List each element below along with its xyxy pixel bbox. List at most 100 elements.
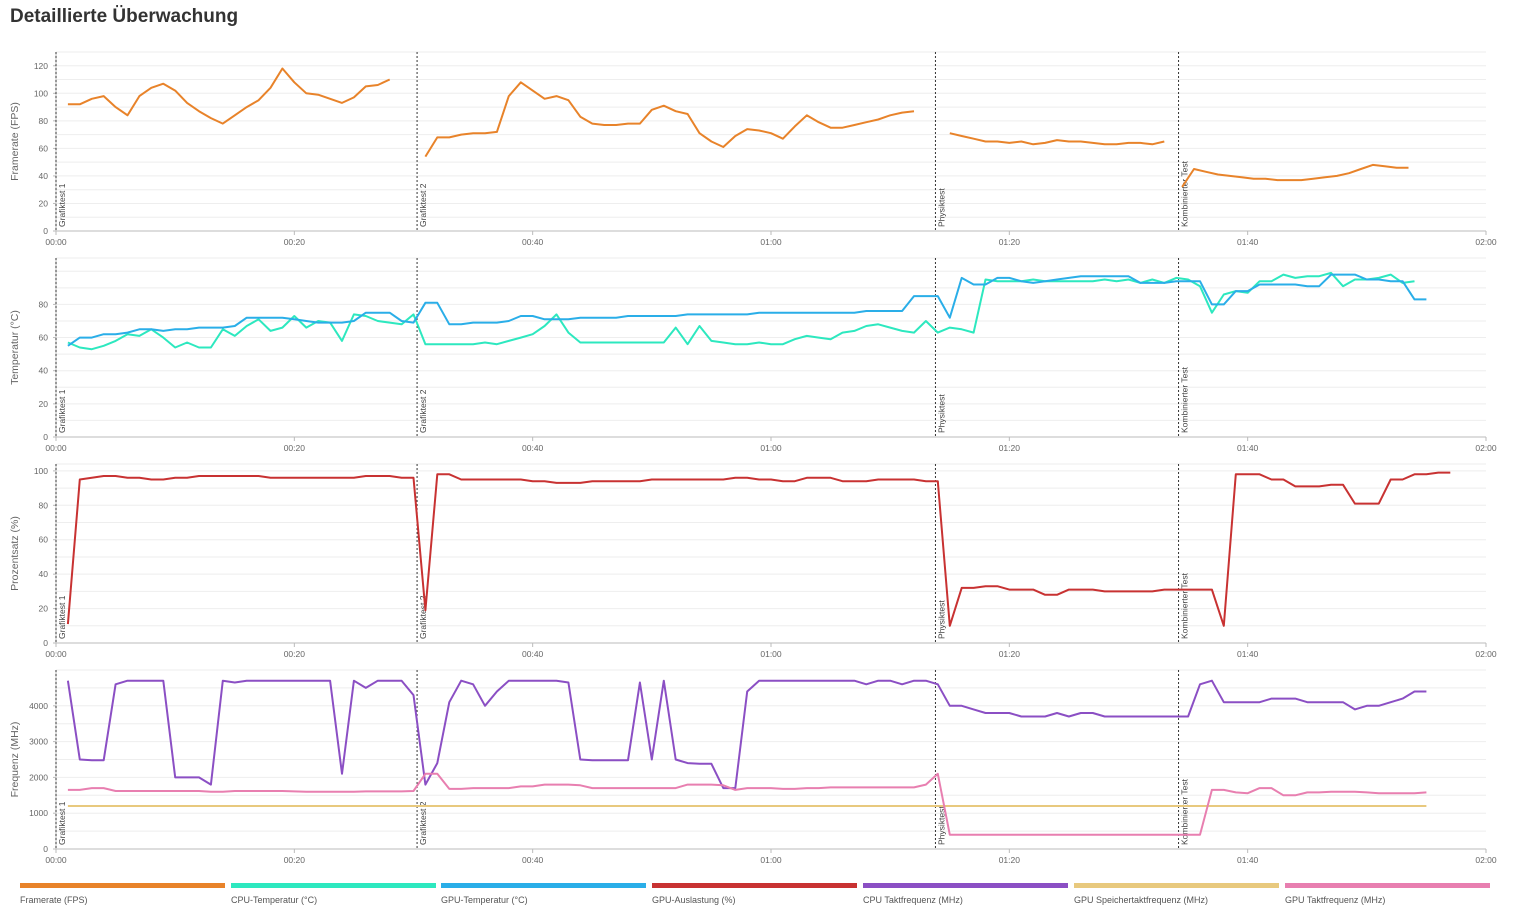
y-tick-label: 40 — [39, 366, 49, 376]
x-tick-label: 01:00 — [760, 649, 782, 659]
series-line — [67, 273, 1427, 347]
x-tick-label: 02:00 — [1475, 237, 1497, 247]
x-tick-label: 00:40 — [522, 855, 544, 865]
x-tick-label: 00:20 — [284, 649, 306, 659]
y-tick-label: 3000 — [29, 737, 48, 747]
legend-label: CPU Taktfrequenz (MHz) — [863, 895, 963, 905]
x-tick-label: 01:00 — [760, 443, 782, 453]
legend-label: Framerate (FPS) — [20, 895, 88, 905]
y-tick-label: 100 — [34, 88, 48, 98]
x-tick-label: 00:00 — [45, 237, 67, 247]
marker-label: Grafiktest 1 — [57, 595, 67, 639]
legend-label: GPU Speichertaktfrequenz (MHz) — [1074, 895, 1208, 905]
y-tick-label: 20 — [39, 604, 49, 614]
series-line — [66, 471, 1451, 627]
y-tick-label: 80 — [39, 299, 49, 309]
series-line — [424, 81, 915, 158]
x-tick-label: 01:00 — [760, 855, 782, 865]
marker-label: Grafiktest 1 — [57, 183, 67, 227]
x-tick-label: 01:40 — [1237, 443, 1259, 453]
x-tick-label: 00:20 — [284, 237, 306, 247]
y-tick-label: 80 — [39, 116, 49, 126]
y-tick-label: 60 — [39, 333, 49, 343]
legend-item: GPU Speichertaktfrequenz (MHz) — [1074, 883, 1279, 905]
series-line — [949, 132, 1165, 146]
legend-swatch — [863, 883, 1068, 888]
marker-label: Physiktest — [936, 188, 946, 227]
chart-panel-1: 0 20 40 60 80 100 120 00:00 00:20 00:40 01:00 01:20… — [9, 51, 1497, 247]
series-line — [67, 67, 391, 125]
legend-swatch — [1074, 883, 1279, 888]
y-axis-title: Temperatur (°C) — [9, 310, 21, 385]
marker-label: Kombinierter Test — [1180, 572, 1190, 639]
legend-item: Framerate (FPS) — [20, 883, 225, 905]
legend-swatch — [441, 883, 646, 888]
marker-label: Grafiktest 1 — [57, 389, 67, 433]
y-tick-label: 4000 — [29, 701, 48, 711]
legend-item: GPU-Temperatur (°C) — [441, 883, 646, 905]
marker-label: Grafiktest 2 — [418, 595, 428, 639]
y-tick-label: 0 — [43, 844, 48, 854]
marker-label: Kombinierter Test — [1180, 366, 1190, 433]
marker-label: Grafiktest 2 — [418, 801, 428, 845]
x-tick-label: 01:20 — [999, 649, 1021, 659]
y-tick-label: 2000 — [29, 772, 48, 782]
y-axis-title: Frequenz (MHz) — [9, 722, 21, 798]
x-tick-label: 01:20 — [999, 237, 1021, 247]
legend-swatch — [652, 883, 857, 888]
x-tick-label: 00:00 — [45, 855, 67, 865]
x-tick-label: 00:40 — [522, 649, 544, 659]
charts-container: 0 20 40 60 80 100 120 00:00 00:20 00:40 01:00 01:20… — [9, 51, 1497, 865]
marker-label: Physiktest — [936, 394, 946, 433]
x-tick-label: 01:40 — [1237, 855, 1259, 865]
marker-label: Grafiktest 2 — [418, 183, 428, 227]
x-tick-label: 00:20 — [284, 443, 306, 453]
x-tick-label: 00:20 — [284, 855, 306, 865]
y-tick-label: 0 — [43, 432, 48, 442]
legend-label: GPU-Auslastung (%) — [652, 895, 736, 905]
x-tick-label: 00:00 — [45, 649, 67, 659]
x-tick-label: 01:40 — [1237, 237, 1259, 247]
y-axis-title: Framerate (FPS) — [9, 102, 21, 181]
y-tick-label: 1000 — [29, 808, 48, 818]
x-tick-label: 02:00 — [1475, 443, 1497, 453]
legend-item: GPU-Auslastung (%) — [652, 883, 857, 905]
chart-panel-3: 0 20 40 60 80 100 00:00 00:20 00:40 01:00 01:20 01:… — [9, 463, 1497, 659]
y-tick-label: 20 — [39, 198, 49, 208]
y-tick-label: 80 — [39, 500, 49, 510]
legend-label: GPU-Temperatur (°C) — [441, 895, 528, 905]
y-tick-label: 60 — [39, 535, 49, 545]
x-tick-label: 02:00 — [1475, 855, 1497, 865]
chart-panel-4: 0 1000 2000 3000 4000 00:00 00:20 00:40 01:00 01:… — [9, 669, 1497, 865]
series-line — [66, 679, 1427, 790]
x-tick-label: 01:40 — [1237, 649, 1259, 659]
y-tick-label: 0 — [43, 638, 48, 648]
x-tick-label: 00:00 — [45, 443, 67, 453]
x-tick-label: 01:00 — [760, 237, 782, 247]
x-tick-label: 00:40 — [522, 443, 544, 453]
legend-swatch — [1285, 883, 1490, 888]
legend-label: GPU Taktfrequenz (MHz) — [1285, 895, 1385, 905]
y-tick-label: 100 — [34, 466, 48, 476]
x-tick-label: 02:00 — [1475, 649, 1497, 659]
legend-swatch — [231, 883, 436, 888]
legend-item: CPU-Temperatur (°C) — [231, 883, 436, 905]
legend-item: CPU Taktfrequenz (MHz) — [863, 883, 1068, 905]
x-tick-label: 01:20 — [999, 855, 1021, 865]
marker-label: Physiktest — [936, 806, 946, 845]
marker-label: Grafiktest 2 — [418, 389, 428, 433]
legend-item: GPU Taktfrequenz (MHz) — [1285, 883, 1490, 905]
marker-label: Kombinierter Test — [1180, 160, 1190, 227]
marker-label: Grafiktest 1 — [57, 801, 67, 845]
y-tick-label: 40 — [39, 171, 49, 181]
y-tick-label: 0 — [43, 226, 48, 236]
page-title: Detaillierte Überwachung — [10, 6, 239, 27]
y-tick-label: 40 — [39, 569, 49, 579]
series-line — [67, 772, 1427, 836]
legend-swatch — [20, 883, 225, 888]
y-tick-label: 120 — [34, 61, 48, 71]
marker-label: Physiktest — [936, 600, 946, 639]
y-tick-label: 60 — [39, 143, 49, 153]
series-line — [1181, 163, 1409, 188]
x-tick-label: 01:20 — [999, 443, 1021, 453]
